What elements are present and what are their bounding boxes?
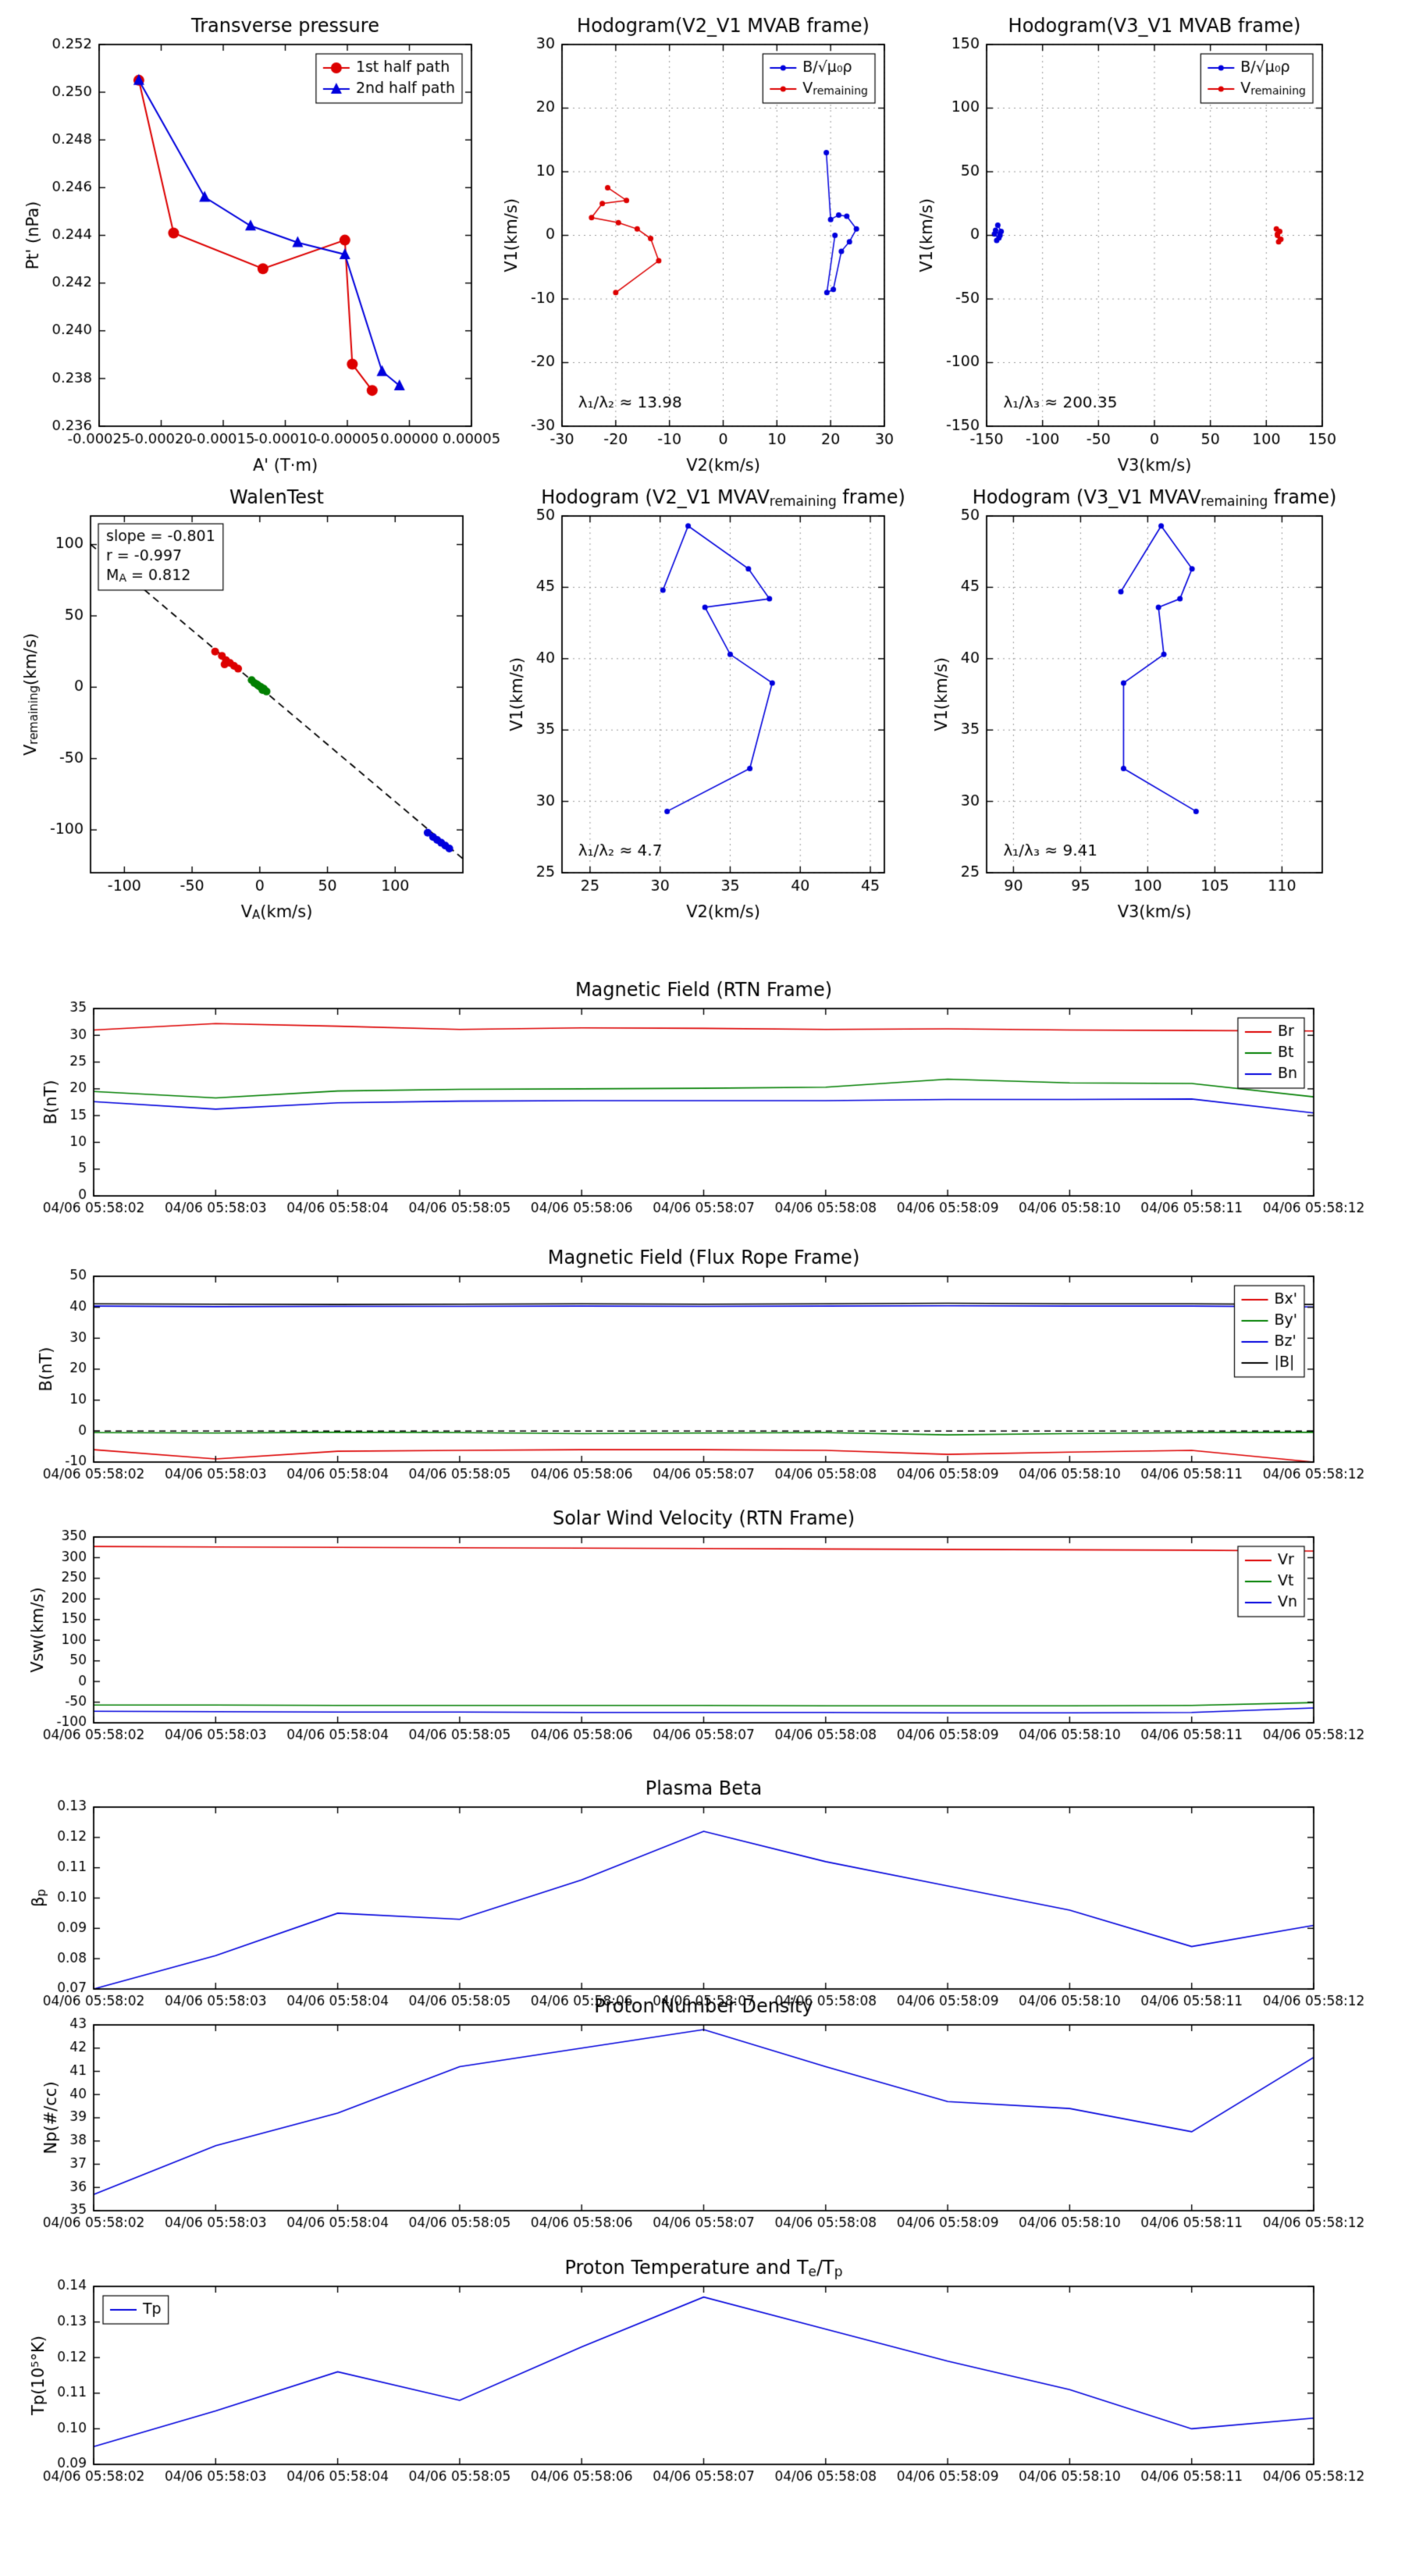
figure-canvas bbox=[0, 0, 1405, 2576]
matplotlib-figure bbox=[0, 0, 1405, 2576]
